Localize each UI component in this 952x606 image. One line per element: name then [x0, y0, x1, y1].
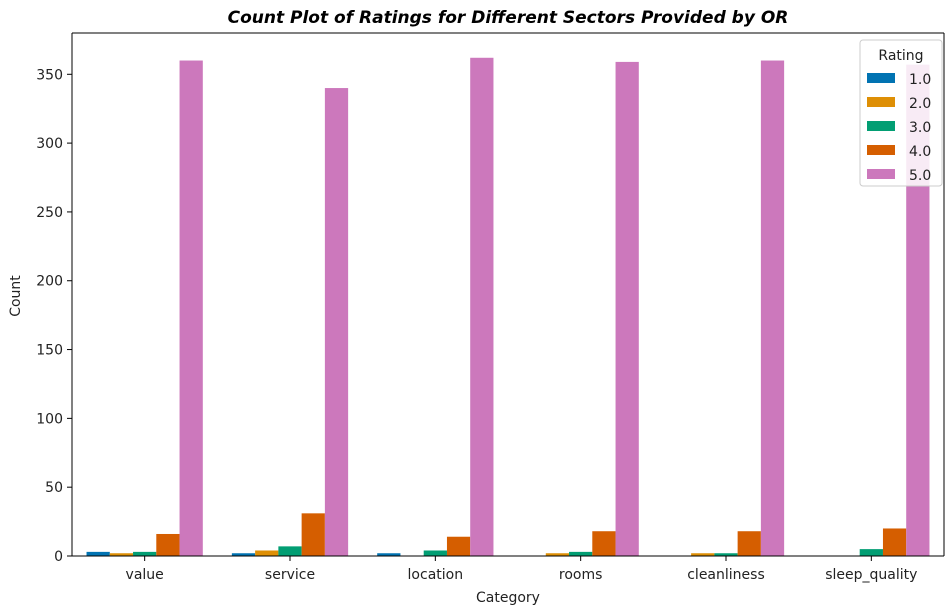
- legend-swatch-3.0: [867, 121, 895, 131]
- y-tick-label: 0: [54, 549, 63, 565]
- legend: Rating 1.0 2.0 3.0 4.0 5.0: [859, 39, 943, 187]
- x-tick-label: service: [265, 567, 315, 583]
- x-tick-label: rooms: [559, 567, 603, 583]
- x-tick-label: value: [126, 567, 164, 583]
- bar-cleanliness-rating-3.0: [714, 553, 738, 556]
- y-tick-label: 300: [36, 136, 63, 152]
- x-tick-label: sleep_quality: [825, 567, 917, 583]
- legend-label-5.0: 5.0: [909, 168, 931, 184]
- bar-location-rating-3.0: [423, 550, 447, 556]
- y-tick-label: 250: [36, 205, 63, 221]
- bar-cleanliness-rating-2.0: [691, 553, 715, 556]
- legend-title: Rating: [878, 48, 923, 64]
- legend-label-2.0: 2.0: [909, 96, 931, 112]
- bar-service-rating-5.0: [324, 88, 349, 556]
- chart-title: Count Plot of Ratings for Different Sect…: [228, 8, 789, 28]
- axes-group: 0 50 100 150 200 250 300 350 value service locatio…: [36, 32, 945, 583]
- bar-cleanliness-rating-5.0: [760, 60, 785, 557]
- legend-swatch-5.0: [867, 169, 895, 179]
- bars-group: [86, 57, 930, 557]
- bar-rooms-rating-2.0: [545, 553, 570, 556]
- legend-label-4.0: 4.0: [909, 144, 931, 160]
- y-axis-label: Count: [8, 275, 24, 317]
- bar-location-rating-1.0: [377, 553, 401, 556]
- y-tick-label: 200: [36, 274, 63, 290]
- bar-service-rating-4.0: [301, 513, 325, 556]
- y-tick-label: 50: [45, 480, 63, 496]
- y-tick-label: 100: [36, 411, 63, 427]
- bar-sleep_quality-rating-4.0: [882, 528, 907, 556]
- bar-rooms-rating-5.0: [615, 61, 639, 557]
- bar-rooms-rating-3.0: [569, 551, 593, 556]
- legend-swatch-2.0: [867, 97, 895, 107]
- legend-label-1.0: 1.0: [909, 72, 931, 88]
- bar-rooms-rating-4.0: [592, 531, 616, 556]
- bar-service-rating-1.0: [231, 553, 256, 556]
- bar-service-rating-3.0: [278, 546, 302, 556]
- x-axis-label: Category: [476, 590, 540, 606]
- bar-sleep_quality-rating-5.0: [906, 64, 930, 556]
- bar-value-rating-5.0: [179, 60, 203, 557]
- bar-cleanliness-rating-4.0: [737, 531, 761, 556]
- x-tick-label: cleanliness: [687, 567, 765, 583]
- bar-value-rating-4.0: [156, 533, 180, 556]
- y-tick-label: 150: [36, 343, 63, 359]
- bar-sleep_quality-rating-3.0: [859, 549, 883, 556]
- y-tick-label: 350: [36, 67, 63, 83]
- bar-value-rating-1.0: [86, 551, 110, 556]
- bar-value-rating-3.0: [133, 551, 157, 556]
- bar-service-rating-2.0: [255, 550, 279, 556]
- bar-location-rating-5.0: [470, 57, 494, 557]
- legend-swatch-1.0: [867, 73, 895, 83]
- legend-label-3.0: 3.0: [909, 120, 931, 136]
- bar-location-rating-4.0: [446, 536, 471, 556]
- legend-swatch-4.0: [867, 145, 895, 155]
- bar-value-rating-2.0: [109, 553, 134, 556]
- x-tick-label: location: [408, 567, 464, 583]
